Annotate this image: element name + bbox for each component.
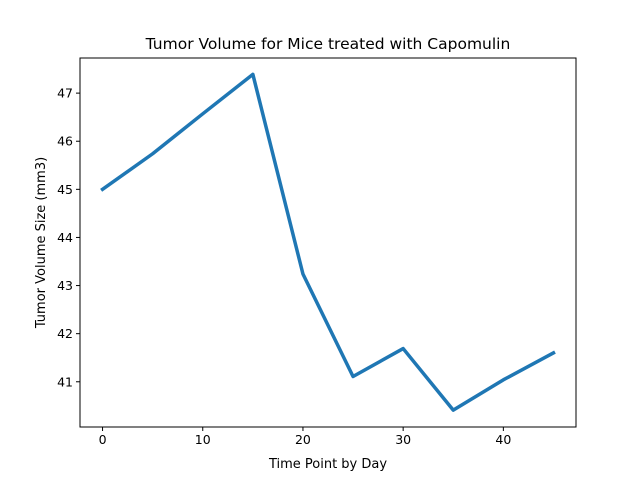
series-line	[100, 72, 556, 412]
y-tick-label: 46	[57, 134, 73, 149]
y-axis-label: Tumor Volume Size (mm3)	[34, 157, 49, 329]
y-tick-label: 42	[57, 326, 73, 341]
y-tick-label: 45	[57, 182, 73, 197]
y-axis: 41 42 43 44 45 46 47	[57, 86, 80, 389]
series-layer	[100, 72, 556, 412]
x-tick-label: 0	[99, 432, 107, 447]
axes-frame	[79, 57, 577, 428]
y-tick-label: 41	[57, 374, 73, 389]
x-tick-label: 10	[195, 432, 211, 447]
x-axis-label: Time Point by Day	[268, 457, 387, 472]
x-tick-label: 40	[495, 432, 511, 447]
y-tick-label: 44	[57, 230, 73, 245]
x-axis: 0 10 20 30 40	[99, 427, 511, 447]
chart-title: Tumor Volume for Mice treated with Capom…	[145, 35, 511, 53]
plot-area	[79, 57, 577, 428]
x-tick-label: 20	[295, 432, 311, 447]
y-tick-label: 43	[57, 278, 73, 293]
x-tick-label: 30	[395, 432, 411, 447]
y-tick-label: 47	[57, 86, 73, 101]
